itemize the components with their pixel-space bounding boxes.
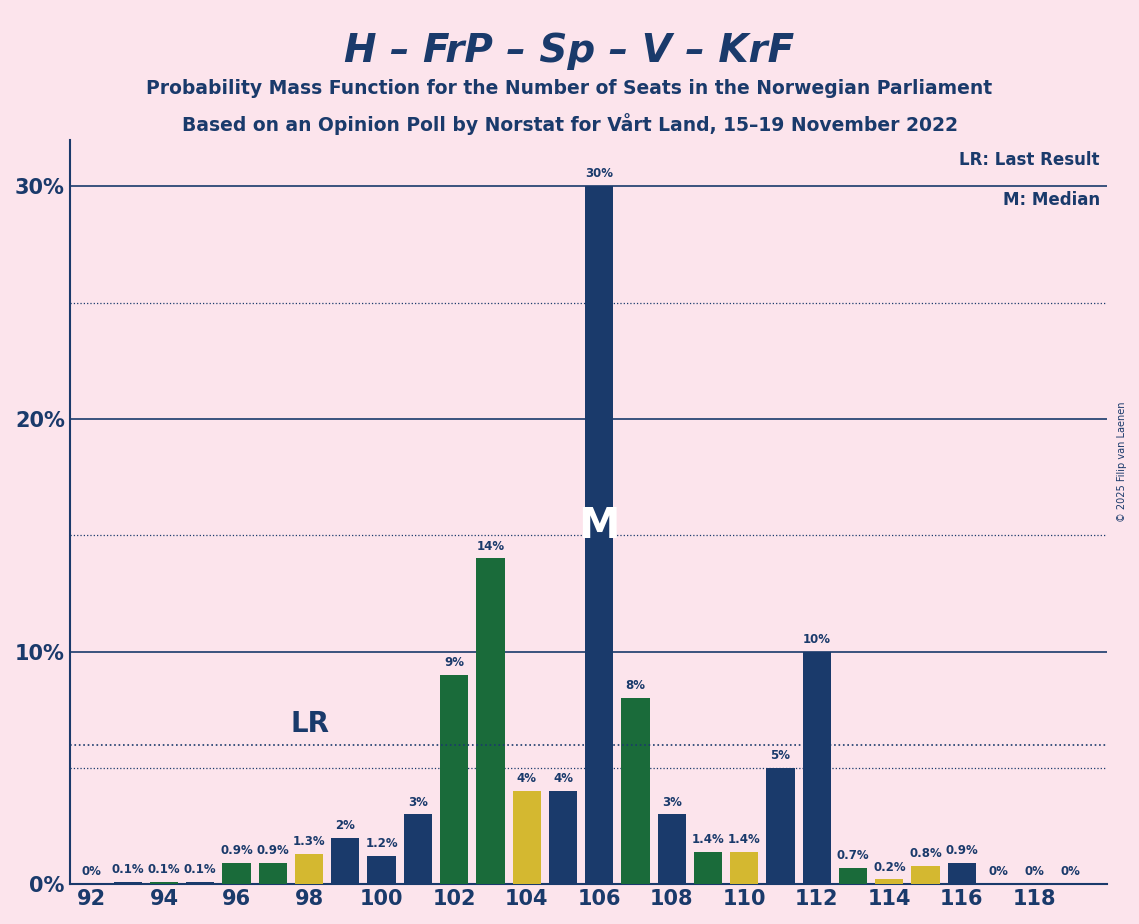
Bar [476, 558, 505, 884]
Text: 8%: 8% [625, 679, 646, 692]
Bar [767, 768, 795, 884]
Bar [513, 791, 541, 884]
Text: 0%: 0% [1024, 865, 1044, 879]
Bar [150, 881, 178, 884]
Text: 0.1%: 0.1% [148, 863, 180, 876]
Bar [549, 791, 577, 884]
Text: 0.9%: 0.9% [220, 845, 253, 857]
Text: 0.9%: 0.9% [945, 845, 978, 857]
Bar [259, 863, 287, 884]
Text: 0.9%: 0.9% [256, 845, 289, 857]
Text: Based on an Opinion Poll by Norstat for Vårt Land, 15–19 November 2022: Based on an Opinion Poll by Norstat for … [181, 113, 958, 135]
Text: 1.4%: 1.4% [691, 833, 724, 845]
Text: Probability Mass Function for the Number of Seats in the Norwegian Parliament: Probability Mass Function for the Number… [147, 79, 992, 98]
Text: 1.2%: 1.2% [366, 837, 398, 850]
Text: 2%: 2% [335, 819, 355, 832]
Text: M: M [579, 505, 620, 547]
Text: 5%: 5% [770, 749, 790, 762]
Text: 0.8%: 0.8% [909, 846, 942, 859]
Text: 4%: 4% [552, 772, 573, 785]
Text: 3%: 3% [662, 796, 681, 808]
Bar [186, 881, 214, 884]
Bar [114, 881, 142, 884]
Text: M: Median: M: Median [1002, 191, 1099, 209]
Bar [948, 863, 976, 884]
Text: H – FrP – Sp – V – KrF: H – FrP – Sp – V – KrF [344, 32, 795, 70]
Text: 1.4%: 1.4% [728, 833, 761, 845]
Bar [440, 675, 468, 884]
Text: 1.3%: 1.3% [293, 835, 326, 848]
Text: 3%: 3% [408, 796, 428, 808]
Bar [730, 852, 759, 884]
Bar [222, 863, 251, 884]
Text: 0%: 0% [989, 865, 1008, 879]
Bar [403, 814, 432, 884]
Bar [622, 698, 649, 884]
Text: 14%: 14% [476, 540, 505, 553]
Text: 0%: 0% [1060, 865, 1081, 879]
Bar [694, 852, 722, 884]
Bar [368, 857, 395, 884]
Text: 10%: 10% [803, 633, 830, 646]
Bar [839, 868, 867, 884]
Bar [875, 880, 903, 884]
Text: 0.1%: 0.1% [185, 863, 216, 876]
Bar [585, 187, 613, 884]
Text: 0%: 0% [82, 865, 101, 879]
Text: 9%: 9% [444, 656, 465, 669]
Bar [295, 854, 323, 884]
Text: LR: LR [290, 710, 330, 737]
Text: 0.7%: 0.7% [837, 849, 869, 862]
Text: © 2025 Filip van Laenen: © 2025 Filip van Laenen [1117, 402, 1126, 522]
Text: 0.1%: 0.1% [112, 863, 144, 876]
Bar [911, 866, 940, 884]
Text: 30%: 30% [585, 167, 613, 180]
Text: 4%: 4% [517, 772, 536, 785]
Bar [803, 651, 831, 884]
Bar [331, 838, 360, 884]
Text: LR: Last Result: LR: Last Result [959, 152, 1099, 169]
Bar [657, 814, 686, 884]
Text: 0.2%: 0.2% [872, 860, 906, 874]
